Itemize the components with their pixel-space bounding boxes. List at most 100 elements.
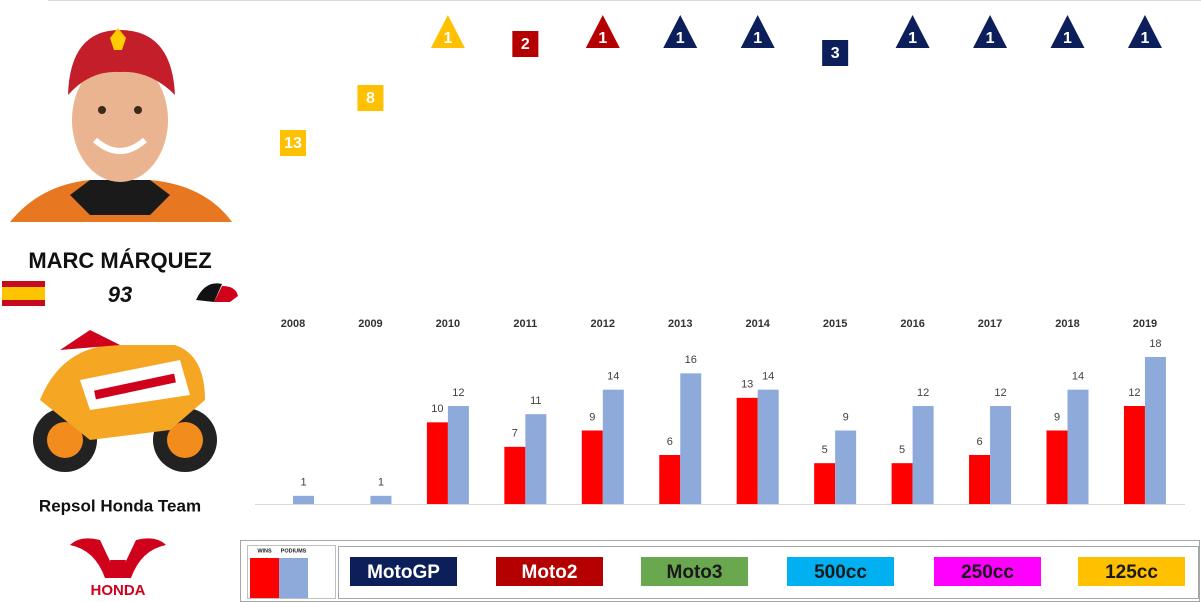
position-label: 3 <box>831 45 840 62</box>
bar <box>602 389 624 504</box>
bar <box>1123 406 1145 504</box>
value-label: 16 <box>685 354 697 366</box>
year-label: 2016 <box>900 318 924 330</box>
year-label: 2011 <box>513 318 537 330</box>
value-label: 9 <box>589 411 595 423</box>
year-label: 2010 <box>436 318 460 330</box>
value-label: 9 <box>1054 411 1060 423</box>
class-legend-swatch <box>350 557 457 586</box>
champion-marker <box>663 15 698 48</box>
bar <box>891 463 913 504</box>
bar <box>1046 430 1068 504</box>
position-marker <box>822 40 849 66</box>
value-label: 12 <box>452 387 464 399</box>
position-label: 1 <box>598 30 607 47</box>
honda-wing <box>70 538 166 578</box>
class-legend-frame <box>338 546 1199 599</box>
series-legend-frame <box>247 545 336 599</box>
class-legend-label: MotoGP <box>367 562 440 583</box>
bar <box>504 446 526 504</box>
position-marker <box>280 130 306 156</box>
bar <box>757 389 779 504</box>
position-label: 2 <box>521 36 530 53</box>
team-name: Repsol Honda Team <box>39 496 201 515</box>
value-label: 10 <box>431 403 443 415</box>
champion-marker <box>973 15 1008 48</box>
position-label: 1 <box>1140 30 1149 47</box>
bar <box>912 406 934 504</box>
position-label: 1 <box>443 30 452 47</box>
rider-name: MARC MÁRQUEZ <box>28 248 211 273</box>
bike <box>33 330 217 472</box>
bar <box>680 373 702 504</box>
year-label: 2018 <box>1055 318 1079 330</box>
bar <box>1144 357 1166 504</box>
champion-marker <box>1050 15 1085 48</box>
value-label: 14 <box>1072 371 1084 383</box>
bar <box>447 406 469 504</box>
value-label: 14 <box>762 371 774 383</box>
value-label: 14 <box>607 371 619 383</box>
position-marker <box>512 31 539 57</box>
year-label: 2017 <box>978 318 1002 330</box>
bar <box>1067 389 1089 504</box>
champion-marker <box>585 15 620 48</box>
bar <box>990 406 1012 504</box>
value-label: 12 <box>917 387 929 399</box>
value-label: 1 <box>378 477 384 489</box>
value-label: 18 <box>1149 338 1161 350</box>
value-label: 5 <box>822 444 828 456</box>
year-label: 2008 <box>281 318 305 330</box>
class-legend-label: 125cc <box>1105 562 1158 583</box>
value-label: 6 <box>667 436 673 448</box>
position-label: 1 <box>676 30 685 47</box>
champion-marker <box>740 15 775 48</box>
motogp-logo <box>196 283 238 302</box>
year-label: 2012 <box>591 318 615 330</box>
position-label: 1 <box>908 30 917 47</box>
legend-swatch <box>250 558 279 598</box>
position-label: 1 <box>753 30 762 47</box>
class-legend-swatch <box>934 557 1041 586</box>
class-legend-label: 250cc <box>961 562 1014 583</box>
legend-label: WINS <box>257 548 272 554</box>
value-label: 12 <box>994 387 1006 399</box>
spain-flag <box>2 281 45 306</box>
year-label: 2019 <box>1133 318 1157 330</box>
position-marker <box>357 85 384 111</box>
value-label: 6 <box>976 436 982 448</box>
bar <box>969 455 991 504</box>
value-label: 13 <box>741 379 753 391</box>
value-label: 12 <box>1128 387 1140 399</box>
bar <box>736 397 758 504</box>
class-legend-swatch <box>1078 557 1185 586</box>
bar <box>814 463 836 504</box>
bar <box>835 430 857 504</box>
position-label: 8 <box>366 90 375 107</box>
year-label: 2009 <box>358 318 382 330</box>
class-legend-swatch <box>787 557 894 586</box>
year-label: 2013 <box>668 318 692 330</box>
year-label: 2014 <box>745 318 770 330</box>
value-label: 11 <box>530 395 541 407</box>
bar <box>293 495 314 504</box>
position-label: 1 <box>1063 30 1072 47</box>
rider-number: 93 <box>108 282 132 307</box>
value-label: 1 <box>300 477 306 489</box>
class-legend-label: Moto2 <box>522 562 578 583</box>
value-label: 7 <box>512 428 518 440</box>
year-label: 2015 <box>823 318 847 330</box>
legend-label: PODIUMS <box>281 548 307 554</box>
value-label: 5 <box>899 444 905 456</box>
position-label: 1 <box>986 30 995 47</box>
champion-marker <box>430 15 465 48</box>
legend-swatch <box>279 558 308 598</box>
class-legend-label: Moto3 <box>667 562 723 583</box>
value-label: 9 <box>843 411 849 423</box>
bar <box>659 455 681 504</box>
bar <box>525 414 547 504</box>
portrait <box>10 28 232 222</box>
brand-name: HONDA <box>91 582 146 599</box>
class-legend-label: 500cc <box>814 562 867 583</box>
class-legend-swatch <box>641 557 748 586</box>
